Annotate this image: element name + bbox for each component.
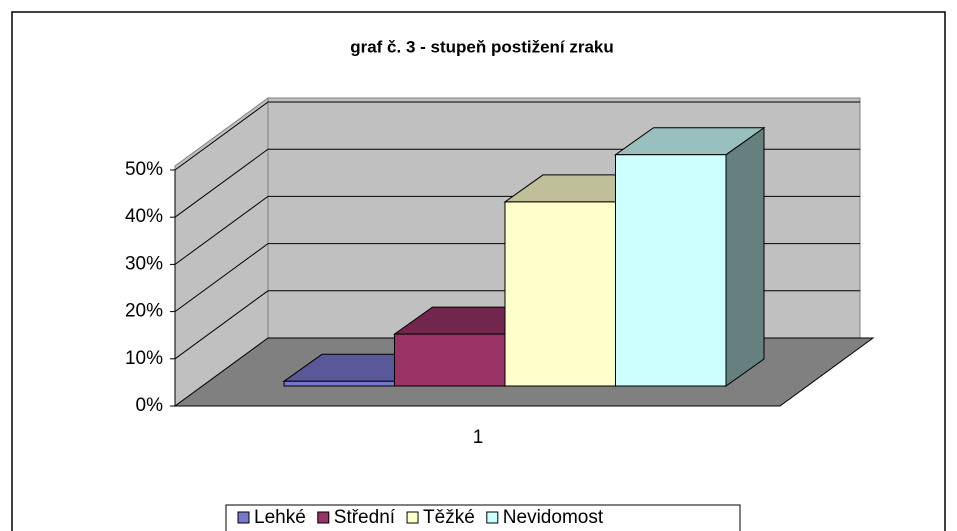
y-tick-label: 40% (125, 206, 163, 227)
legend-label: Lehké (254, 507, 306, 528)
y-tick-label: 10% (125, 348, 163, 369)
bar (615, 154, 727, 387)
y-tick-label: 30% (125, 253, 163, 274)
legend-box (225, 504, 741, 531)
grid-line (174, 101, 860, 171)
y-tick-label: 0% (136, 395, 164, 416)
bar (283, 380, 395, 387)
legend-label: Těžké (423, 507, 475, 528)
legend-swatch (317, 511, 330, 524)
legend-swatch (237, 511, 250, 524)
y-tick-label: 50% (125, 159, 163, 180)
legend-swatch (486, 511, 499, 524)
legend-swatch (406, 511, 419, 524)
bar (394, 333, 506, 387)
x-tick-label: 1 (473, 427, 484, 448)
y-tick-label: 20% (125, 301, 163, 322)
chart-title: graf č. 3 - stupeň postižení zraku (350, 37, 614, 56)
legend-label: Nevidomost (503, 507, 604, 528)
bar-side (725, 126, 765, 387)
legend-label: Střední (334, 507, 396, 528)
bar (504, 201, 616, 387)
